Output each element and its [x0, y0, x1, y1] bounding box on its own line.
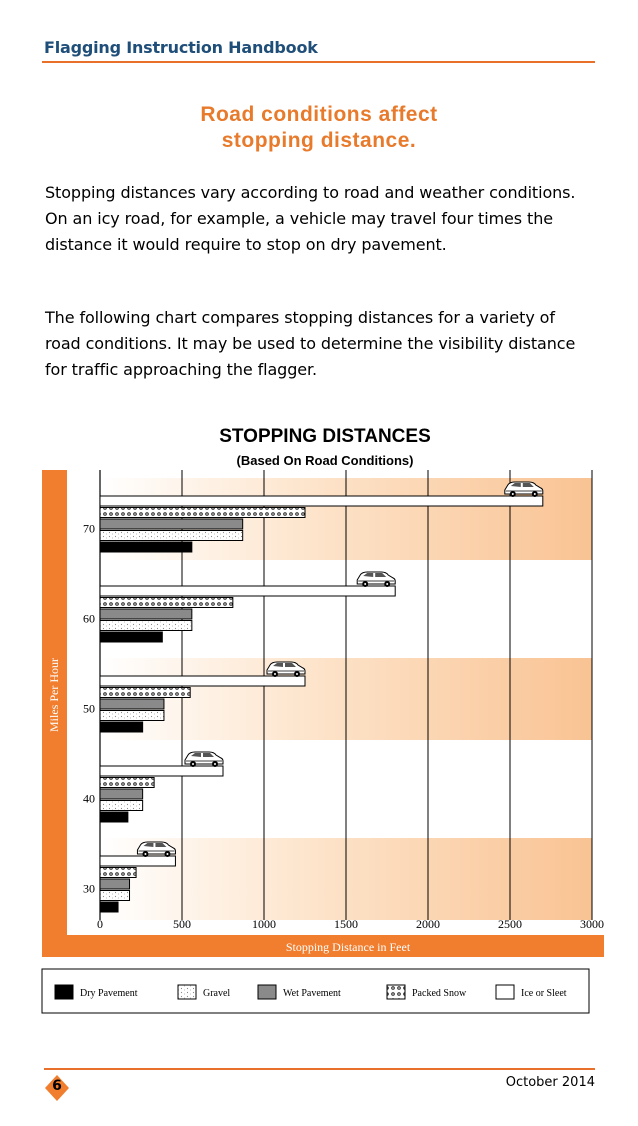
chart-x-tick-label: 1000	[252, 917, 276, 931]
chart-bar-dry-70	[99, 541, 193, 553]
chart-frame-left	[42, 470, 67, 957]
chart-y-tick-label: 30	[83, 881, 95, 895]
chart-frame-bottom	[42, 935, 604, 957]
chart-x-tick-label: 500	[173, 917, 191, 931]
chart-y-tick-label: 40	[83, 791, 95, 805]
chart-bar-gravel-60	[99, 620, 193, 631]
paragraph-stopping-distances: Stopping distances vary according to roa…	[45, 183, 576, 254]
chart-y-axis-label: Miles Per Hour	[47, 658, 61, 732]
page-number: 6	[52, 1078, 62, 1094]
chart-bar-snow-30	[99, 867, 137, 878]
paragraph-chart-intro: The following chart compares stopping di…	[45, 308, 576, 379]
chart-bar-ice-30	[99, 855, 176, 867]
chart-bar-wet-60	[99, 608, 193, 620]
chart-x-tick-labels: 0 500 1000 1500 2000 2500 3000	[97, 917, 604, 931]
chart-bar-snow-40	[99, 777, 155, 788]
legend-swatch-wet	[257, 984, 277, 1000]
chart-bar-gravel-30	[99, 890, 131, 901]
chart-x-tick-label: 1500	[334, 917, 358, 931]
chart-bar-dry-60	[99, 631, 163, 643]
chart-x-axis-label: Stopping Distance in Feet	[286, 940, 411, 954]
chart-y-tick-labels: 30 40 50 60 70	[83, 521, 95, 895]
chart-bar-dry-40	[99, 811, 129, 823]
legend-label-dry: Dry Pavement	[80, 988, 138, 999]
chart-subtitle: (Based On Road Conditions)	[237, 453, 414, 468]
chart-bar-gravel-70	[99, 530, 244, 541]
chart-x-tick-label: 2500	[498, 917, 522, 931]
chart-x-tick-label: 0	[97, 917, 103, 931]
header-divider	[42, 61, 595, 63]
chart-y-tick-label: 60	[83, 611, 95, 625]
chart-x-tick-label: 2000	[416, 917, 440, 931]
legend-label-gravel: Gravel	[203, 988, 230, 999]
legend-swatch-gravel	[177, 984, 197, 1000]
legend-label-ice: Ice or Sleet	[521, 988, 567, 999]
footer-divider	[44, 1068, 595, 1070]
legend-label-wet: Wet Pavement	[283, 988, 341, 999]
footer-date: October 2014	[505, 1075, 595, 1090]
stopping-distances-chart: STOPPING DISTANCES (Based On Road Condit…	[41, 426, 604, 1014]
chart-bar-ice-40	[99, 765, 224, 777]
chart-bar-wet-50	[99, 698, 165, 710]
chart-y-tick-label: 70	[83, 521, 95, 535]
chart-bar-ice-50	[99, 675, 306, 687]
chart-x-tick-label: 3000	[580, 917, 604, 931]
chart-bar-snow-50	[99, 687, 191, 698]
legend-label-snow: Packed Snow	[412, 988, 467, 999]
legend-swatch-ice	[495, 984, 515, 1000]
section-heading-line-2: stopping distance.	[221, 129, 417, 152]
chart-bar-wet-30	[99, 878, 131, 890]
chart-bar-ice-60	[99, 585, 396, 597]
chart-bar-dry-50	[99, 721, 144, 733]
page-number-badge	[45, 1075, 69, 1101]
chart-bar-ice-70	[99, 495, 544, 507]
chart-bar-snow-60	[99, 597, 234, 608]
chart-legend: Dry Pavement Gravel Wet Pavement Packed Sno…	[54, 984, 567, 1000]
chart-title: STOPPING DISTANCES	[219, 426, 431, 447]
section-heading-line-1: Road conditions affect	[200, 103, 438, 126]
chart-bar-dry-30	[99, 901, 119, 913]
chart-bars	[99, 495, 544, 913]
chart-bar-gravel-40	[99, 800, 144, 811]
chart-bar-wet-40	[99, 788, 144, 800]
chart-bar-snow-70	[99, 507, 306, 518]
chart-y-tick-label: 50	[83, 701, 95, 715]
legend-swatch-dry	[54, 984, 74, 1000]
handbook-title: Flagging Instruction Handbook	[44, 38, 318, 57]
chart-bar-wet-70	[99, 518, 244, 530]
legend-swatch-snow	[386, 984, 406, 1000]
section-heading: Road conditions affect stopping distance…	[0, 102, 638, 154]
chart-bar-gravel-50	[99, 710, 165, 721]
